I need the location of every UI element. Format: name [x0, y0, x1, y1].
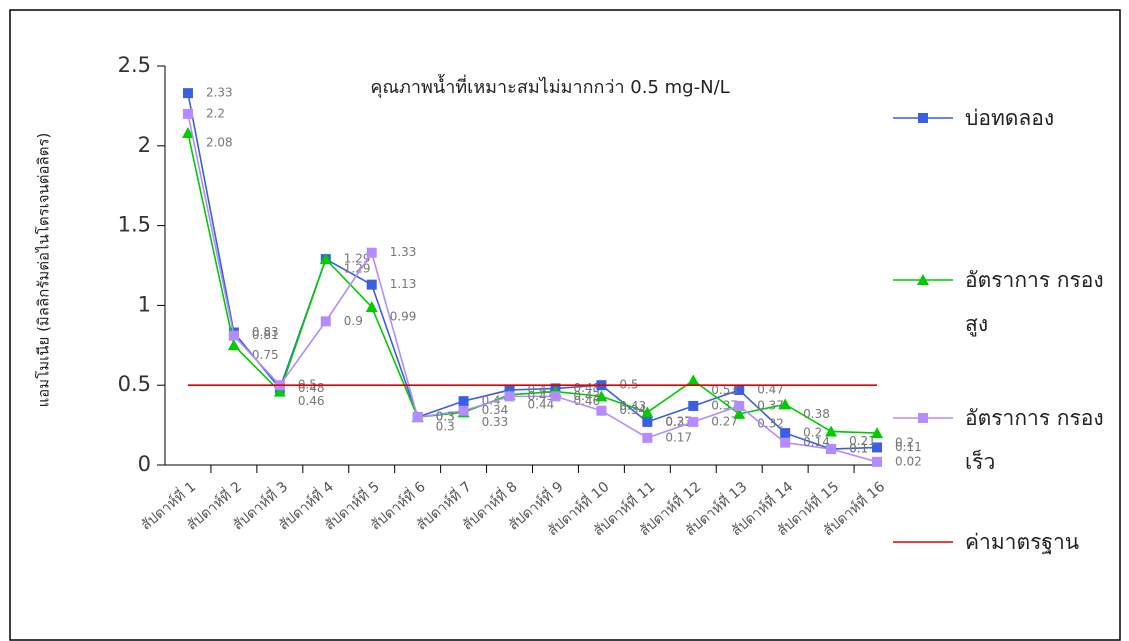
- legend-marker: [918, 113, 928, 123]
- marker: [872, 442, 883, 453]
- data-label: 0.43: [528, 389, 555, 403]
- marker: [366, 247, 377, 258]
- marker: [642, 432, 653, 443]
- marker: [319, 253, 332, 265]
- marker: [181, 127, 194, 139]
- data-label: 0.9: [344, 314, 363, 328]
- marker: [365, 300, 378, 312]
- marker: [458, 396, 469, 407]
- data-label: 0.83: [252, 325, 279, 339]
- marker: [412, 412, 423, 423]
- marker: [182, 88, 193, 99]
- marker: [273, 385, 286, 397]
- y-tick-label: 1.5: [118, 213, 151, 237]
- marker: [871, 427, 884, 439]
- y-tick-label: 0.5: [118, 372, 151, 396]
- marker: [458, 405, 469, 416]
- y-axis-label: แอมโมเนีย (มิลลิกรัมต่อไนโตรเจนต่อลิตร): [35, 133, 53, 408]
- legend-label: อัตราการ กรองสูง: [965, 268, 1104, 336]
- data-label: 0.02: [895, 454, 922, 468]
- data-label: 0.48: [298, 381, 325, 395]
- series-line: [187, 113, 878, 463]
- data-label: 0.3: [436, 410, 455, 424]
- legend-marker: [918, 413, 928, 423]
- marker: [595, 390, 608, 402]
- marker: [734, 384, 745, 395]
- data-label: 0.37: [757, 398, 784, 412]
- data-label: 0.14: [803, 435, 830, 449]
- data-label: 0.53: [711, 383, 738, 397]
- marker: [687, 374, 700, 386]
- data-label: 0.75: [252, 348, 279, 362]
- data-label: 0.11: [895, 440, 922, 454]
- marker: [596, 405, 607, 416]
- data-label: 0.32: [757, 416, 784, 430]
- y-tick-label: 2: [138, 133, 151, 157]
- marker: [182, 108, 193, 119]
- data-label: 0.38: [803, 407, 830, 421]
- marker: [227, 339, 240, 351]
- marker: [641, 406, 654, 418]
- data-label: 0.17: [665, 430, 692, 444]
- data-label: 0.33: [482, 415, 509, 429]
- legend-label: ค่ามาตรฐาน: [965, 530, 1080, 554]
- data-label: 0.34: [619, 403, 646, 417]
- marker: [780, 428, 791, 439]
- data-label: 1.29: [344, 252, 371, 266]
- data-label: 0.27: [711, 414, 738, 428]
- data-label: 2.2: [206, 106, 225, 120]
- data-label: 2.08: [206, 136, 233, 150]
- marker: [688, 416, 699, 427]
- y-tick-label: 1: [138, 292, 151, 316]
- marker: [228, 330, 239, 341]
- legend-marker: [917, 274, 929, 285]
- marker: [688, 400, 699, 411]
- marker: [733, 407, 746, 419]
- data-label: 0.43: [573, 389, 600, 403]
- y-tick-label: 0: [138, 452, 151, 476]
- chart-border: [9, 9, 1121, 641]
- data-label: 0.99: [390, 309, 417, 323]
- marker: [779, 398, 792, 410]
- data-label: 0.3: [436, 420, 455, 434]
- data-label: 0.34: [482, 403, 509, 417]
- marker: [366, 279, 377, 290]
- marker: [734, 400, 745, 411]
- data-label: 0.21: [849, 434, 876, 448]
- data-label: 1.33: [390, 245, 417, 259]
- series-line: [187, 132, 878, 434]
- marker: [780, 437, 791, 448]
- chart-title: คุณภาพน้ำที่เหมาะสมไม่มากกว่า 0.5 mg-N/L: [370, 74, 729, 98]
- data-label: 1.13: [390, 277, 417, 291]
- y-tick-label: 2.5: [118, 53, 151, 77]
- marker: [642, 416, 653, 427]
- marker: [320, 316, 331, 327]
- data-label: 0.44: [528, 397, 555, 411]
- data-label: 0.46: [298, 394, 325, 408]
- marker: [825, 425, 838, 437]
- data-label: 0.48: [573, 381, 600, 395]
- data-label: 0.1: [849, 442, 868, 456]
- data-label: 0.43: [619, 399, 646, 413]
- data-label: 0.1: [849, 442, 868, 456]
- data-label: 0.81: [252, 328, 279, 342]
- marker: [504, 391, 515, 402]
- data-label: 0.2: [803, 426, 822, 440]
- legend-label: บ่อทดลอง: [965, 106, 1055, 130]
- marker: [826, 444, 837, 455]
- data-label: 0.2: [895, 436, 914, 450]
- marker: [872, 456, 883, 467]
- marker: [550, 391, 561, 402]
- legend-label: อัตราการ กรองเร็ว: [965, 406, 1104, 474]
- data-label: 2.33: [206, 86, 233, 100]
